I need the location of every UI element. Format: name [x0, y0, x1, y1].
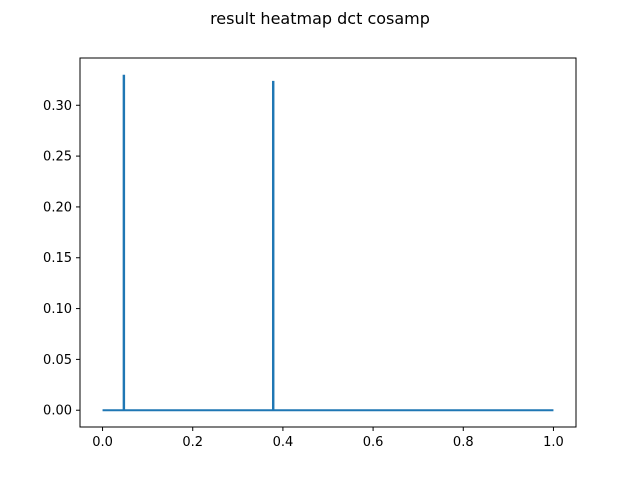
- x-tick-label: 0.8: [453, 435, 474, 450]
- x-tick-label: 0.0: [92, 435, 113, 450]
- chart-title: result heatmap dct cosamp: [210, 9, 430, 28]
- y-tick-label: 0.20: [43, 200, 72, 215]
- plot-frame: [79, 57, 577, 428]
- x-axis: 0.0 0.2 0.4 0.6 0.8 1.0: [92, 427, 564, 450]
- series-line-0: [102, 74, 554, 412]
- x-tick-label: 0.2: [182, 435, 203, 450]
- x-tick-label: 0.4: [273, 435, 294, 450]
- y-tick-label: 0.15: [43, 251, 72, 266]
- y-tick-label: 0.05: [43, 353, 72, 368]
- y-tick-label: 0.30: [43, 99, 72, 114]
- x-tick-label: 1.0: [543, 435, 564, 450]
- plot-area: [102, 74, 554, 412]
- y-tick-label: 0.00: [43, 404, 72, 419]
- y-tick-label: 0.25: [43, 150, 72, 165]
- y-axis: 0.00 0.05 0.10 0.15 0.20 0.25 0.30: [43, 99, 80, 419]
- x-tick-label: 0.6: [363, 435, 384, 450]
- y-tick-label: 0.10: [43, 302, 72, 317]
